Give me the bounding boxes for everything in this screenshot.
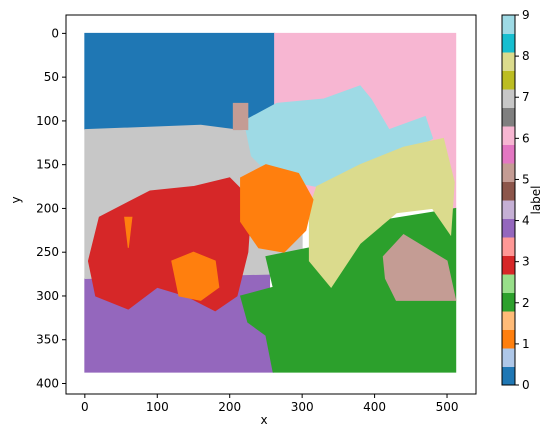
y-tick-label: 200: [36, 201, 59, 215]
y-tick-label: 400: [36, 376, 59, 390]
y-tick-label: 0: [51, 26, 59, 40]
colorbar-tick-label: 2: [522, 296, 530, 310]
colorbar-segment: [502, 144, 515, 164]
colorbar-segment: [502, 366, 515, 386]
colorbar-segment: [502, 15, 515, 34]
colorbar-segment: [502, 181, 515, 201]
x-tick-label: 200: [218, 400, 241, 414]
colorbar-segment: [502, 329, 515, 349]
colorbar-segment: [502, 237, 515, 256]
colorbar-tick-label: 4: [522, 214, 530, 228]
label-region: [124, 216, 133, 248]
y-tick-label: 150: [36, 158, 59, 172]
colorbar-segment: [502, 200, 515, 219]
y-tick-label: 100: [36, 114, 59, 128]
x-tick-label: 100: [146, 400, 169, 414]
x-axis-label: x: [260, 413, 267, 427]
colorbar-segment: [502, 70, 515, 90]
colorbar-segment: [502, 89, 515, 108]
x-tick-label: 500: [436, 400, 459, 414]
colorbar-tick-label: 9: [522, 8, 530, 22]
colorbar-tick-label: 1: [522, 337, 530, 351]
y-tick-label: 300: [36, 289, 59, 303]
colorbar-tick-label: 7: [522, 90, 530, 104]
colorbar-tick-label: 8: [522, 49, 530, 63]
x-tick-label: 300: [291, 400, 314, 414]
x-tick-label: 400: [363, 400, 386, 414]
colorbar-segment: [502, 126, 515, 145]
colorbar-tick-label: 0: [522, 378, 530, 392]
label-region: [240, 164, 314, 253]
colorbar-tick-label: 3: [522, 255, 530, 269]
y-axis-label: y: [9, 196, 23, 203]
y-tick-label: 50: [44, 70, 59, 84]
colorbar-segment: [502, 163, 515, 182]
colorbar-segment: [502, 218, 515, 238]
colorbar-segment: [502, 274, 515, 293]
colorbar-tick-label: 5: [522, 172, 530, 186]
colorbar-tick-label: 6: [522, 131, 530, 145]
colorbar-segment: [502, 348, 515, 367]
y-tick-label: 350: [36, 333, 59, 347]
colorbar-segment: [502, 33, 515, 53]
colorbar-segment: [502, 311, 515, 330]
colorbar-segment: [502, 292, 515, 312]
y-tick-label: 250: [36, 245, 59, 259]
plot-frame: [65, 14, 477, 395]
colorbar-frame: [501, 14, 516, 386]
colorbar-segment: [502, 52, 515, 71]
x-tick-label: 0: [81, 400, 89, 414]
label-region: [232, 102, 249, 131]
label-region: [382, 234, 457, 301]
label-region: [308, 137, 455, 289]
colorbar-segment: [502, 255, 515, 275]
colorbar-segment: [502, 107, 515, 127]
label-region: [171, 251, 220, 301]
colorbar-label: label: [529, 185, 543, 214]
